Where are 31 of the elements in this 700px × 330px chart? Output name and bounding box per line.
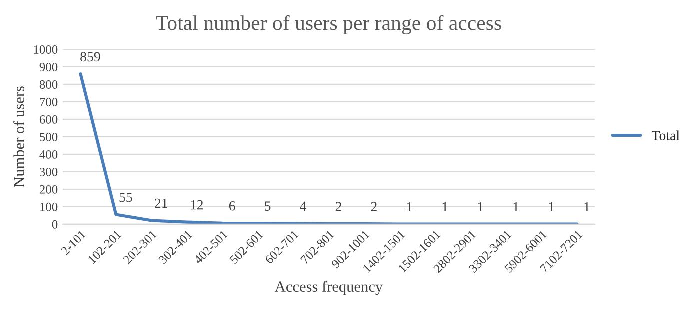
data-label: 2: [336, 202, 342, 212]
data-label: 1: [442, 202, 448, 212]
line-series: [79, 72, 579, 224]
data-label: 55: [120, 193, 132, 202]
data-label: 1: [407, 202, 412, 212]
y-axis-title: Number of users: [14, 86, 24, 188]
data-label: 12: [191, 200, 204, 210]
chart-title: Total number of users per range of access: [156, 15, 502, 35]
data-label: 1: [514, 202, 519, 212]
y-tick-label: 300: [40, 168, 58, 176]
y-tick-label: 400: [40, 150, 58, 159]
data-label: 1: [478, 202, 484, 212]
y-tick-label: 200: [40, 185, 58, 194]
data-label: 1: [549, 202, 554, 212]
x-axis-title: Access frequency: [275, 281, 384, 296]
y-tick-label: 0: [52, 220, 58, 229]
data-label: 21: [155, 198, 168, 208]
data-label: 1: [584, 202, 590, 212]
data-label: 4: [300, 202, 307, 212]
y-tick-label: 600: [40, 115, 58, 124]
y-tick-label: 1000: [34, 46, 58, 54]
y-tick-label: 800: [40, 80, 58, 89]
data-label: 2: [371, 202, 377, 212]
data-label: 5: [265, 202, 271, 211]
y-tick-label: 500: [40, 132, 58, 142]
y-tick-label: 100: [40, 202, 58, 212]
y-tick-label: 700: [40, 98, 58, 106]
data-label: 859: [80, 52, 100, 62]
data-label: 6: [229, 201, 236, 211]
y-tick-label: 900: [40, 63, 58, 72]
legend-label: Total: [652, 130, 680, 140]
